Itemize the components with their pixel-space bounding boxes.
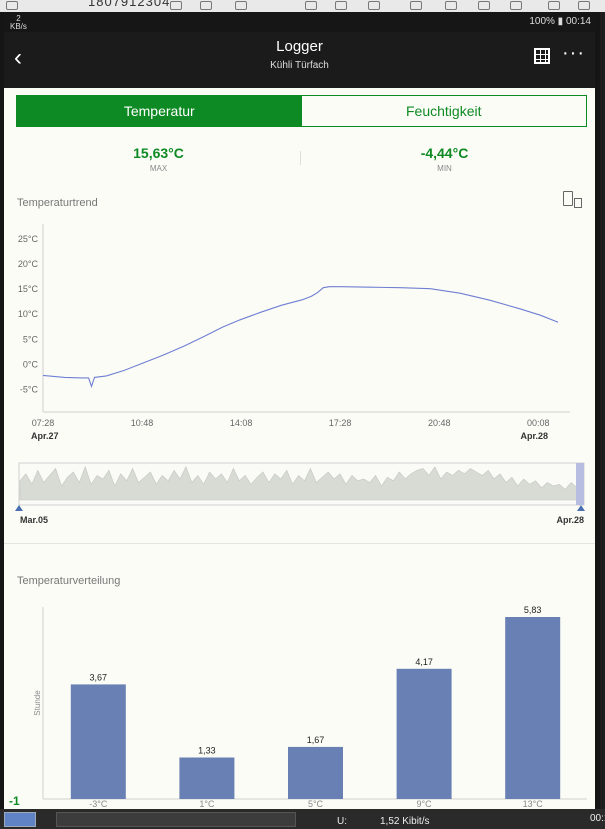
trend-y-tick: 20°C [18, 259, 39, 269]
distribution-x-tick: 13°C [523, 799, 544, 809]
trend-date-start: Apr.27 [31, 431, 59, 441]
section-divider [4, 543, 595, 544]
trend-y-tick: 15°C [18, 284, 39, 294]
taskbar-clock: 00:1 [590, 813, 605, 824]
navigator-handle-right[interactable] [577, 505, 585, 511]
distribution-bar[interactable] [70, 684, 126, 799]
range-navigator[interactable]: Mar.05 Apr.28 [4, 448, 595, 528]
desktop-icon[interactable] [305, 1, 317, 10]
main-content: Temperatur Feuchtigkeit 15,63°C MAX -4,4… [4, 88, 595, 809]
desktop-icon[interactable] [578, 1, 590, 10]
taskbar-u-label: U: [337, 816, 347, 827]
distribution-bar[interactable] [396, 668, 452, 799]
distribution-x-tick: -3°C [89, 799, 108, 809]
distribution-bar-value: 4,17 [415, 657, 433, 667]
stat-max: 15,63°C MAX [16, 145, 301, 173]
stat-divider [300, 151, 301, 165]
trend-title: Temperaturtrend [17, 197, 98, 209]
navigator-date-end: Apr.28 [556, 515, 584, 525]
desktop-icon[interactable] [368, 1, 380, 10]
distribution-y-label: Stunde [33, 690, 42, 716]
trend-x-tick: 00:08 [527, 418, 550, 428]
back-arrow-icon[interactable]: ‹ [14, 44, 22, 71]
stat-min-label: MIN [437, 164, 452, 173]
taskbar-rate: 1,52 Kibit/s [380, 816, 430, 827]
distribution-bar-value: 1,33 [198, 746, 216, 756]
trend-x-tick: 17:28 [329, 418, 352, 428]
phone-frame: 2 KB/s 100% ▮ 00:14 ‹ Logger Kühli Türfa… [0, 12, 600, 809]
network-speed-unit: KB/s [10, 22, 27, 31]
distribution-chart[interactable]: Stunde -1 3,67 -3°C 1,33 1°C 1,67 5°C 4,17 9°C 5… [4, 593, 595, 809]
more-icon[interactable]: ··· [562, 42, 585, 64]
desktop-icon[interactable] [235, 1, 247, 10]
page-subtitle: Kühli Türfach [270, 60, 329, 71]
desktop-icon[interactable] [335, 1, 347, 10]
desktop-icon[interactable] [6, 1, 18, 10]
distribution-title: Temperaturverteilung [17, 575, 121, 587]
stat-max-label: MAX [149, 164, 168, 173]
tab-bar: Temperatur Feuchtigkeit [16, 95, 587, 127]
network-speed-value: 2 [16, 14, 21, 23]
status-right: 100% ▮ 00:14 [529, 16, 591, 27]
trend-y-tick: -5°C [20, 384, 39, 394]
desktop-icon[interactable] [410, 1, 422, 10]
navigator-handle-left[interactable] [15, 505, 23, 511]
trend-y-tick: 10°C [18, 309, 39, 319]
page-title: Logger [276, 38, 323, 55]
network-speed: 2 KB/s [10, 15, 27, 31]
distribution-bar[interactable] [505, 617, 561, 799]
trend-x-tick: 14:08 [230, 418, 253, 428]
trend-x-tick: 10:48 [131, 418, 154, 428]
navigator-selection[interactable] [576, 463, 584, 505]
axis-marker: -1 [9, 794, 20, 808]
desktop-icon[interactable] [445, 1, 457, 10]
navigator-date-start: Mar.05 [20, 515, 48, 525]
trend-x-tick: 07:28 [32, 418, 55, 428]
distribution-x-tick: 9°C [417, 799, 433, 809]
distribution-x-tick: 1°C [199, 799, 215, 809]
status-bar: 2 KB/s 100% ▮ 00:14 [4, 12, 595, 32]
taskbar-app[interactable] [56, 812, 296, 827]
desktop-icon[interactable] [170, 1, 182, 10]
device-rotate-icon[interactable] [563, 191, 582, 208]
trend-chart[interactable]: 25°C 20°C 15°C 10°C 5°C 0°C -5°C 07:28 10:48 14:… [4, 216, 595, 448]
desktop-icon[interactable] [478, 1, 490, 10]
desktop-icon[interactable] [548, 1, 560, 10]
trend-series-line [42, 286, 559, 389]
trend-x-tick: 20:48 [428, 418, 451, 428]
navigator-area [19, 465, 584, 501]
distribution-x-tick: 5°C [308, 799, 324, 809]
stat-min: -4,44°C MIN [302, 145, 587, 173]
app-bar: ‹ Logger Kühli Türfach ··· [4, 32, 595, 88]
start-button[interactable] [4, 812, 36, 827]
tab-temperatur[interactable]: Temperatur [17, 96, 302, 126]
stat-min-value: -4,44°C [420, 145, 469, 161]
distribution-bar[interactable] [179, 757, 235, 800]
desktop-icon[interactable] [510, 1, 522, 10]
trend-y-tick: 25°C [18, 234, 39, 244]
distribution-bar-value: 5,83 [524, 605, 542, 615]
distribution-bar[interactable] [288, 746, 343, 799]
tab-feuchtigkeit[interactable]: Feuchtigkeit [406, 103, 482, 119]
trend-date-end: Apr.28 [520, 431, 548, 441]
desktop-toolbar: 1807912304 [0, 0, 605, 12]
desktop-toolbar-text: 1807912304 [88, 0, 171, 9]
distribution-bar-value: 3,67 [90, 672, 108, 682]
stat-max-value: 15,63°C [133, 145, 184, 161]
table-icon[interactable] [534, 48, 550, 64]
distribution-bar-value: 1,67 [307, 735, 325, 745]
trend-y-tick: 5°C [23, 334, 39, 344]
desktop-icon[interactable] [200, 1, 212, 10]
desktop-taskbar: U: 1,52 Kibit/s 00:1 [0, 809, 605, 829]
trend-y-tick: 0°C [23, 359, 39, 369]
